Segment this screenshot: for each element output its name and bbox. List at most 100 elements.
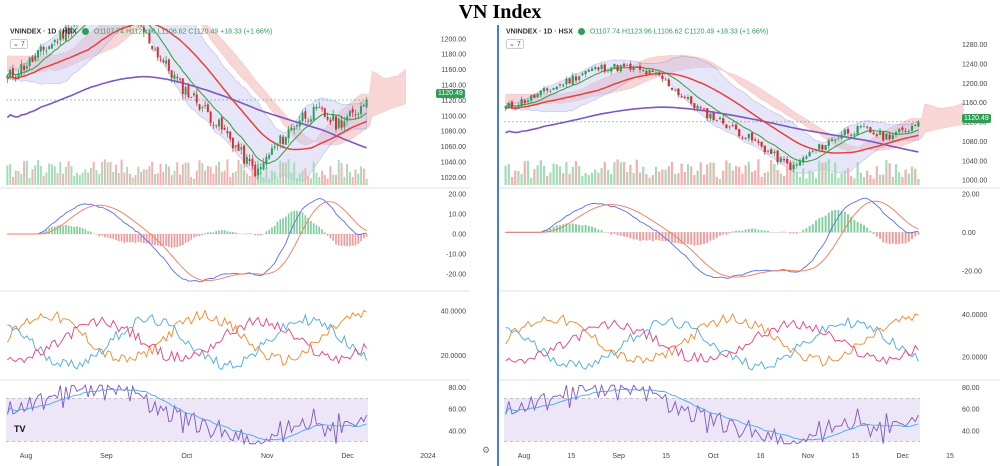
candle-body: [738, 129, 741, 137]
ma-long-line: [6, 75, 367, 149]
macd-line: [7, 198, 367, 283]
indicators-collapse-button[interactable]: ⌄ 7: [506, 39, 524, 49]
macd-histogram-bar: [731, 231, 734, 233]
volume-bar: [117, 172, 120, 185]
candle-body: [587, 69, 590, 72]
volume-bar: [834, 162, 837, 185]
candle-body: [744, 137, 747, 139]
candle-body: [686, 96, 690, 99]
volume-bar: [629, 164, 632, 185]
macd-histogram-bar: [87, 231, 89, 234]
macd-histogram-bar: [279, 219, 282, 234]
candle-body: [626, 65, 629, 66]
candle-body: [6, 75, 9, 79]
candle-body: [754, 139, 757, 141]
candle-body: [268, 154, 271, 159]
volume-bar: [332, 174, 335, 185]
macd-histogram-bar: [728, 232, 731, 234]
volume-bar: [301, 170, 304, 185]
macd-histogram-bar: [296, 210, 298, 234]
x-axis-tick: Nov: [802, 453, 815, 460]
rsi-line: [505, 383, 919, 446]
macd-histogram-bar: [619, 232, 622, 236]
chart-canvas-right[interactable]: 1280.00 1240.00 1200.00 1160.00 1120.00 1080.…: [500, 25, 1000, 466]
candle-body: [901, 127, 904, 130]
macd-histogram-bar: [140, 234, 142, 243]
macd-histogram-bar: [193, 234, 195, 238]
candle-body: [34, 55, 37, 61]
volume-bar: [304, 168, 307, 185]
macd-histogram-bar: [683, 232, 686, 244]
candle-body: [590, 68, 594, 71]
candle-body: [326, 116, 329, 120]
legend-right[interactable]: VNINDEX · 1D · HSX O1107.74 H1123.96 L11…: [506, 28, 768, 35]
candle-body: [565, 78, 568, 85]
macd-histogram-bar: [690, 232, 693, 245]
tradingview-logo-icon[interactable]: TV: [14, 424, 26, 434]
y-axis-tick: 40.00: [448, 428, 466, 435]
settings-gear-icon[interactable]: ⚙: [482, 445, 491, 455]
volume-bar: [348, 172, 351, 185]
macd-histogram-bar: [271, 227, 273, 234]
candle-body: [654, 72, 658, 74]
macd-signal-line: [7, 201, 367, 281]
candle-body: [888, 134, 891, 140]
volume-bar: [715, 177, 718, 185]
y-axis-tick: 20.0000: [441, 353, 466, 360]
volume-bar: [179, 174, 182, 185]
candle-body: [571, 75, 574, 85]
volume-bar: [648, 177, 651, 185]
volume-bar: [574, 161, 578, 185]
chart-panel-left[interactable]: 1200.00 1180.00 1160.00 1140.00 1120.00 1100.…: [0, 25, 470, 466]
volume-bar: [802, 168, 805, 185]
volume-bar: [128, 174, 131, 185]
chart-panel-right[interactable]: 1280.00 1240.00 1200.00 1160.00 1120.00 1080.…: [482, 25, 1000, 466]
volume-bar: [843, 170, 846, 185]
volume-bar: [664, 169, 667, 185]
candle-body: [766, 150, 770, 152]
panel-divider[interactable]: [497, 25, 499, 466]
candle-body: [362, 105, 365, 107]
candle-body: [290, 127, 293, 131]
macd-histogram-bar: [639, 232, 641, 241]
volume-bar: [273, 171, 276, 185]
volume-bar: [165, 164, 168, 185]
volume-bar: [56, 173, 59, 185]
candle-body: [731, 125, 734, 127]
volume-bar: [17, 170, 20, 185]
indicators-collapse-button[interactable]: ⌄ 7: [10, 39, 28, 49]
volume-bar: [709, 162, 712, 185]
legend-left[interactable]: VNINDEX · 1D · HSX O1107.74 H1123.96 L11…: [10, 28, 272, 35]
macd-histogram-bar: [343, 234, 346, 246]
macd-histogram-bar: [696, 232, 699, 246]
volume-bar: [763, 172, 766, 185]
macd-histogram-bar: [671, 232, 673, 243]
candle-body: [28, 57, 31, 67]
chart-canvas-left[interactable]: 1200.00 1180.00 1160.00 1140.00 1120.00 1100.…: [0, 25, 470, 466]
volume-bar: [914, 168, 917, 185]
volume-bar: [39, 165, 42, 185]
volume-bar: [642, 166, 645, 185]
macd-histogram-bar: [223, 230, 226, 234]
macd-histogram-bar: [273, 225, 276, 234]
candle-body: [530, 95, 533, 101]
macd-histogram-bar: [62, 225, 64, 234]
legend-ohlc: O1107.74 H1123.96 L1106.62 C1120.49 +18.…: [589, 28, 769, 36]
bollinger-band: [6, 25, 367, 183]
volume-bar: [514, 170, 517, 185]
volume-bar: [28, 177, 31, 185]
macd-histogram-bar: [115, 234, 117, 241]
candle-body: [45, 50, 48, 52]
macd-histogram-bar: [607, 232, 609, 233]
candle-body: [293, 128, 296, 130]
volume-bar: [64, 166, 67, 185]
macd-histogram-bar: [226, 231, 229, 234]
macd-histogram-bar: [365, 234, 368, 237]
volume-bar: [750, 171, 754, 185]
volume-bar: [223, 170, 226, 185]
volume-bar: [365, 178, 368, 185]
macd-histogram-bar: [610, 232, 613, 235]
candle-body: [840, 134, 843, 139]
candle-body: [179, 78, 182, 80]
macd-histogram-bar: [754, 228, 757, 233]
